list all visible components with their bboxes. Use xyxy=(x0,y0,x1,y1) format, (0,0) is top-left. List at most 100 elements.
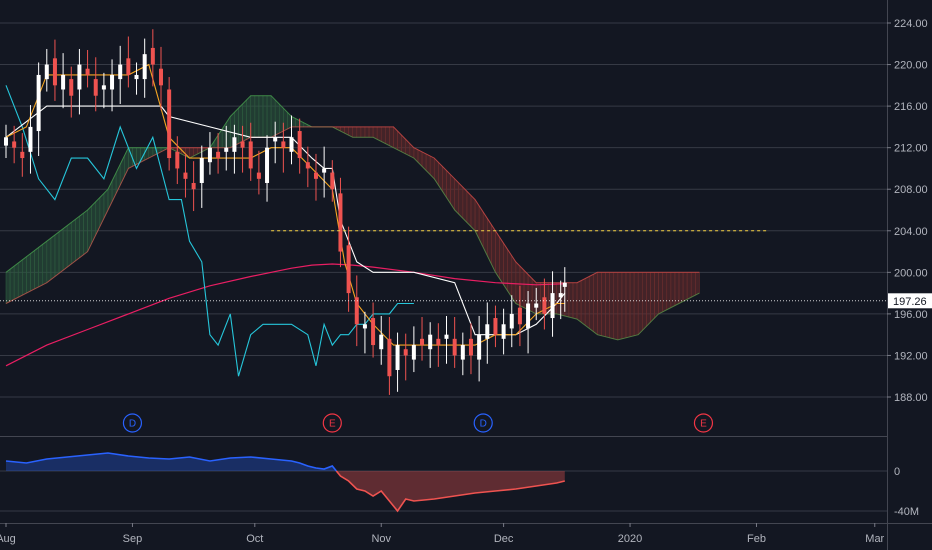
senkou-a-line xyxy=(5,95,700,341)
candle-body xyxy=(477,334,482,360)
candle-body xyxy=(101,85,106,90)
candle-body xyxy=(12,141,17,148)
cloud-segment xyxy=(266,95,272,138)
cloud-segment xyxy=(584,275,590,330)
candle-body xyxy=(444,334,449,339)
cloud-segment xyxy=(46,237,52,284)
cloud-segment xyxy=(588,273,594,333)
event-badge-label-3: E xyxy=(700,419,707,430)
cloud-segment xyxy=(519,265,525,309)
last-price-tag xyxy=(888,293,932,309)
candle-body xyxy=(52,58,57,86)
candle-body xyxy=(20,151,25,159)
cloud-segment xyxy=(128,147,133,169)
cloud-segment xyxy=(364,126,370,138)
candle-body xyxy=(216,151,221,159)
candle-body xyxy=(93,79,98,96)
cloud-segment xyxy=(62,224,68,271)
cloud-segment xyxy=(356,126,362,138)
cloud-segment xyxy=(650,272,655,323)
cloud-segment xyxy=(666,272,672,311)
indicator-positive-line xyxy=(5,452,337,472)
cloud-segment xyxy=(254,95,260,138)
candle-body xyxy=(346,245,351,294)
event-badge-3[interactable] xyxy=(693,413,714,433)
price-tick-label: 208.00 xyxy=(894,184,928,196)
candle-body xyxy=(371,318,376,346)
date-tick-label: Nov xyxy=(371,533,391,545)
indicator-tick-label: -40M xyxy=(894,506,919,518)
candle-body xyxy=(167,89,172,159)
cloud-segment xyxy=(389,126,394,149)
price-tick-label: 192.00 xyxy=(894,350,928,362)
candle-body xyxy=(387,338,392,377)
indicator-negative-area xyxy=(336,471,565,511)
cloud-segment xyxy=(13,262,19,300)
candle-body xyxy=(118,64,123,80)
cloud-segment xyxy=(385,126,390,147)
date-tick-label: Mar xyxy=(865,533,884,545)
event-badge-label-1: E xyxy=(329,419,336,430)
cloud-segment xyxy=(360,126,366,138)
candle-body xyxy=(199,158,204,183)
price-tick-label: 224.00 xyxy=(894,18,928,30)
cloud-segment xyxy=(658,272,663,315)
ma-long-line xyxy=(5,263,565,367)
cloud-segment xyxy=(58,228,64,274)
candle-body xyxy=(452,338,457,356)
cloud-segment xyxy=(26,253,31,294)
date-tick-label: Feb xyxy=(747,533,766,545)
candle-body xyxy=(289,137,294,152)
cloud-segment xyxy=(662,272,668,313)
candle-body xyxy=(207,147,212,163)
axes: 224.00 220.00 216.00 212.00 208.00 204.00 200.… xyxy=(0,18,932,545)
candle-body xyxy=(69,79,74,96)
indicator-pane xyxy=(5,452,565,513)
cloud-segment xyxy=(601,272,606,338)
candle-body xyxy=(44,64,49,80)
cloud-segment xyxy=(462,186,468,224)
candle-body xyxy=(558,293,563,298)
candle-body xyxy=(297,131,302,159)
cloud-segment xyxy=(258,95,264,138)
event-badge-0[interactable] xyxy=(122,413,143,433)
candle-body xyxy=(175,151,180,169)
cloud-segment xyxy=(633,272,639,337)
candle-body xyxy=(142,54,147,80)
cloud-segment xyxy=(466,190,472,228)
candle-body xyxy=(256,172,261,179)
candle-body xyxy=(248,141,253,169)
cloud-segment xyxy=(499,236,504,286)
cloud-segment xyxy=(609,272,615,340)
event-badge-1[interactable] xyxy=(322,413,342,433)
cloud-segment xyxy=(274,99,280,136)
candle-body xyxy=(126,58,131,75)
cloud-segment xyxy=(593,271,598,336)
cloud-segment xyxy=(507,248,513,299)
cloud-segment xyxy=(535,282,541,315)
price-tick-label: 204.00 xyxy=(894,226,928,238)
cloud-segment xyxy=(580,278,586,326)
cloud-segment xyxy=(380,126,386,145)
cloud-segment xyxy=(560,282,566,317)
price-tick-label: 216.00 xyxy=(894,101,928,113)
cloud-segment xyxy=(238,103,243,145)
candle-body xyxy=(313,172,318,179)
candle-body xyxy=(183,172,188,179)
cloud-segment xyxy=(511,254,517,305)
candle-body xyxy=(420,338,425,346)
candle-body xyxy=(265,147,270,183)
candle-body xyxy=(158,68,163,86)
candle-body xyxy=(395,345,400,370)
event-badge-2[interactable] xyxy=(473,413,493,433)
candle-body xyxy=(281,141,286,148)
candle-body xyxy=(354,297,359,325)
cloud-segment xyxy=(22,256,27,296)
cloud-segment xyxy=(34,246,39,290)
cloud-segment xyxy=(641,272,647,332)
cloud-segment xyxy=(30,249,35,292)
date-tick-label: Aug xyxy=(0,533,16,545)
candle-body xyxy=(273,137,278,142)
candle-body xyxy=(110,74,115,90)
